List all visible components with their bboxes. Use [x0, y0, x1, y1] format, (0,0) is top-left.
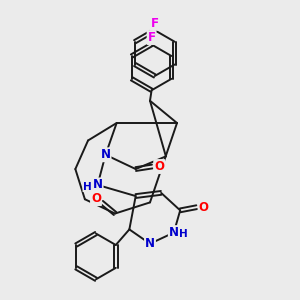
- Text: N: N: [100, 148, 110, 161]
- Text: O: O: [154, 160, 164, 173]
- Text: O: O: [91, 192, 101, 205]
- Text: O: O: [199, 201, 209, 214]
- Text: N: N: [169, 226, 179, 239]
- Text: F: F: [148, 31, 156, 44]
- Text: F: F: [151, 17, 159, 30]
- Text: N: N: [93, 178, 103, 191]
- Text: H: H: [83, 182, 92, 191]
- Text: H: H: [179, 229, 188, 239]
- Text: N: N: [145, 237, 155, 250]
